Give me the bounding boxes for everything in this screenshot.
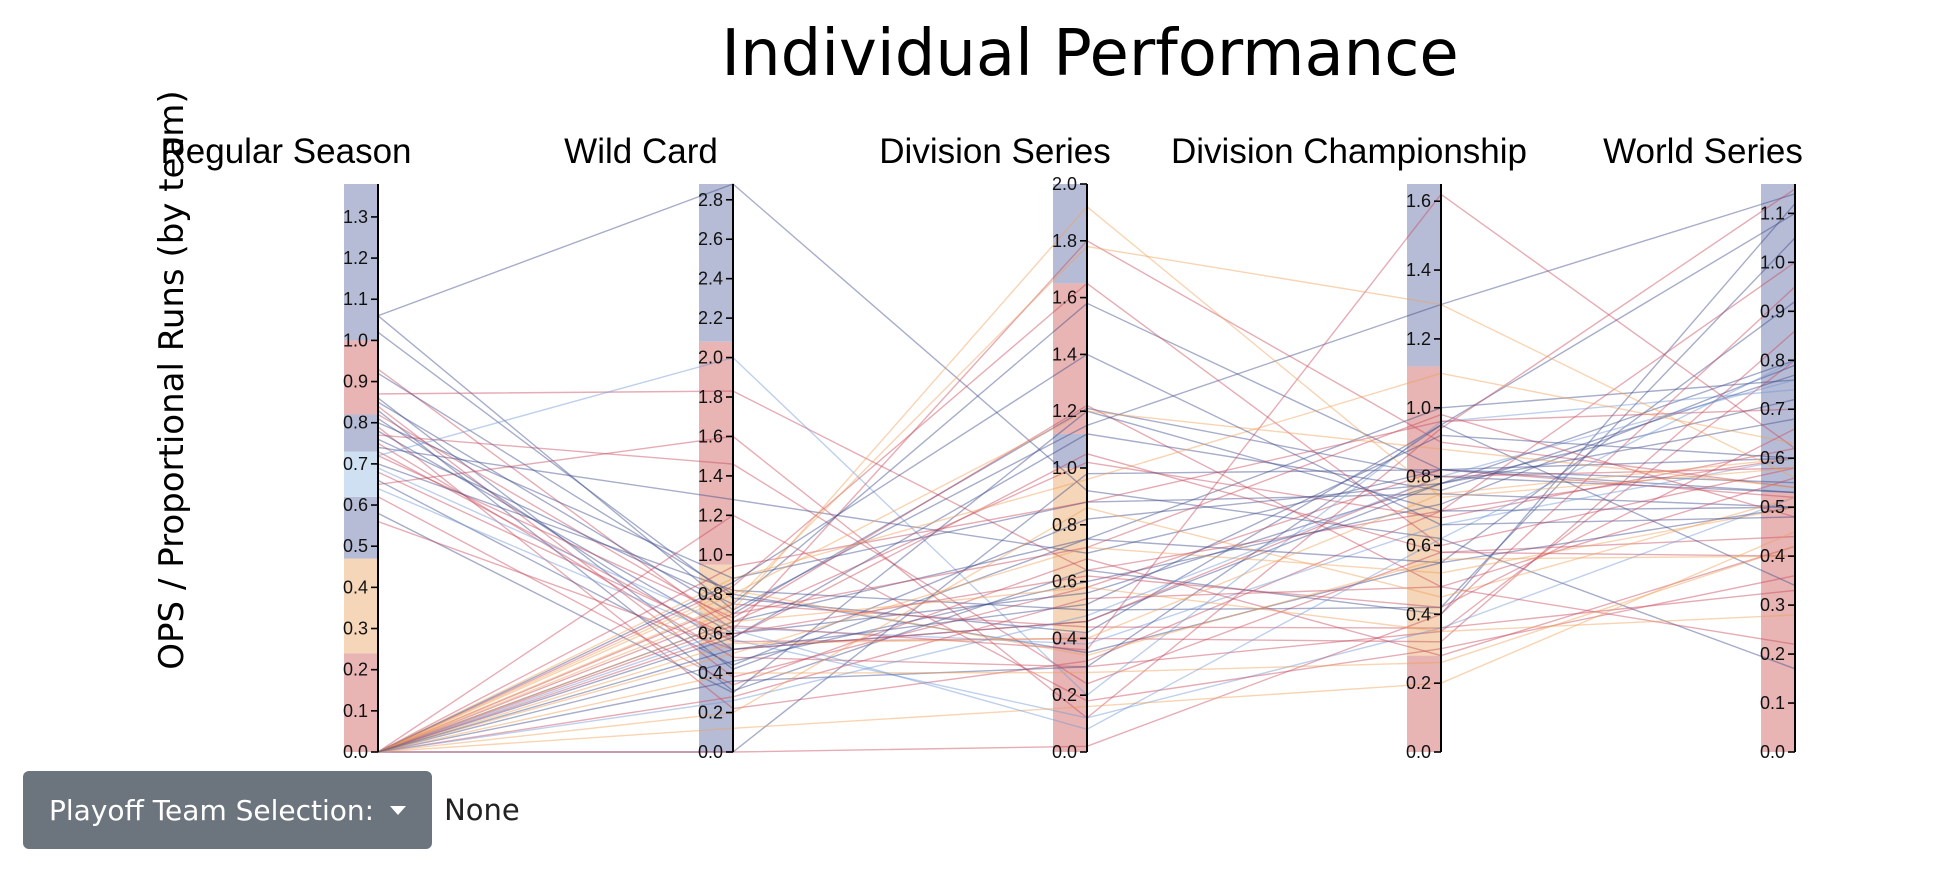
axis-band [1407, 366, 1441, 477]
tick-label: 0.8 [343, 413, 368, 433]
tick-label: 0.3 [1760, 595, 1785, 615]
parallel-coordinates-chart: Individual Performance OPS / Proportiona… [152, 17, 1803, 762]
tick-label: 0.4 [698, 663, 723, 683]
tick-label: 2.0 [1052, 174, 1077, 194]
tick-label: 1.0 [1406, 398, 1431, 418]
axis-band [1053, 468, 1087, 633]
axis-band [699, 184, 733, 342]
axis-band [1407, 184, 1441, 367]
axis-band [1053, 184, 1087, 284]
axis-band [1407, 476, 1441, 656]
axis-band [344, 558, 378, 654]
tick-label: 0.5 [343, 536, 368, 556]
tick-label: 0.3 [343, 619, 368, 639]
tick-label: 0.7 [1760, 399, 1785, 419]
tick-label: 0.8 [1052, 515, 1077, 535]
tick-label: 0.4 [1406, 604, 1431, 624]
tick-label: 1.0 [1760, 252, 1785, 272]
axis-band [1761, 184, 1795, 493]
axis-band [344, 451, 378, 497]
axis-band [1407, 655, 1441, 752]
axis-bands [344, 184, 1795, 752]
axis-title: Regular Season [161, 132, 412, 171]
tick-label: 0.8 [698, 584, 723, 604]
tick-label: 0.6 [698, 624, 723, 644]
axis-band [1053, 632, 1087, 752]
axis-band [1053, 283, 1087, 434]
tick-label: 1.6 [1052, 288, 1077, 308]
tick-label: 1.2 [343, 248, 368, 268]
playoff-team-dropdown-button[interactable]: Playoff Team Selection: [23, 771, 433, 849]
tick-label: 0.4 [1760, 546, 1785, 566]
axis-band [699, 564, 733, 644]
tick-label: 0.6 [1760, 448, 1785, 468]
caret-down-icon [390, 805, 407, 815]
axis-band [344, 414, 378, 452]
tick-label: 0.7 [343, 454, 368, 474]
tick-label: 1.3 [343, 207, 368, 227]
axis-band [699, 643, 733, 752]
tick-label: 2.4 [698, 269, 723, 289]
tick-label: 1.8 [1052, 231, 1077, 251]
tick-label: 0.0 [1406, 742, 1431, 762]
tick-label: 2.6 [698, 229, 723, 249]
axis-title: Division Championship [1171, 132, 1527, 171]
axis-band [344, 184, 378, 341]
tick-label: 1.2 [1052, 401, 1077, 421]
axis-title: Wild Card [564, 132, 718, 171]
tick-label: 2.8 [698, 190, 723, 210]
tick-label: 0.0 [343, 742, 368, 762]
axis-band [1761, 492, 1795, 752]
tick-label: 1.2 [1406, 329, 1431, 349]
tick-label: 0.8 [1406, 467, 1431, 487]
playoff-team-controls: Playoff Team Selection: None [23, 771, 520, 849]
tick-label: 0.6 [1406, 535, 1431, 555]
tick-label: 0.6 [1052, 572, 1077, 592]
axes: Regular Season 0.0 0.1 0.2 0.3 0.4 0.5 0.6 0.7 0.… [161, 132, 1803, 762]
axis-title: Division Series [879, 132, 1110, 171]
tick-label: 0.1 [343, 701, 368, 721]
tick-label: 0.5 [1760, 497, 1785, 517]
axis-band [1053, 433, 1087, 468]
tick-label: 2.2 [698, 308, 723, 328]
tick-label: 0.2 [698, 703, 723, 723]
tick-label: 0.9 [343, 372, 368, 392]
chart-title: Individual Performance [721, 17, 1459, 91]
tick-label: 2.0 [698, 348, 723, 368]
tick-label: 1.2 [698, 505, 723, 525]
tick-label: 0.6 [343, 495, 368, 515]
tick-label: 0.8 [1760, 350, 1785, 370]
tick-label: 1.0 [343, 330, 368, 350]
tick-label: 0.0 [1052, 742, 1077, 762]
tick-label: 1.4 [1406, 260, 1431, 280]
tick-label: 0.2 [1760, 644, 1785, 664]
tick-label: 1.8 [698, 387, 723, 407]
axis-band [344, 340, 378, 415]
tick-label: 1.1 [343, 289, 368, 309]
tick-label: 1.1 [1760, 203, 1785, 223]
tick-label: 0.4 [1052, 628, 1077, 648]
tick-label: 1.4 [698, 466, 723, 486]
selected-team-value: None [444, 793, 520, 827]
tick-label: 0.9 [1760, 301, 1785, 321]
tick-label: 0.2 [1406, 673, 1431, 693]
tick-label: 0.4 [343, 577, 368, 597]
axis-title: World Series [1603, 132, 1803, 171]
y-axis-title: OPS / Proportional Runs (by team) [152, 90, 192, 669]
tick-label: 1.6 [698, 426, 723, 446]
tick-label: 1.0 [698, 545, 723, 565]
dropdown-label: Playoff Team Selection: [49, 793, 375, 827]
tick-label: 0.1 [1760, 693, 1785, 713]
tick-label: 0.0 [1760, 742, 1785, 762]
tick-label: 1.6 [1406, 191, 1431, 211]
tick-label: 1.4 [1052, 344, 1077, 364]
tick-label: 0.2 [1052, 685, 1077, 705]
axis-band [699, 341, 733, 565]
axis-band [344, 496, 378, 559]
tick-label: 0.2 [343, 660, 368, 680]
tick-label: 1.0 [1052, 458, 1077, 478]
tick-label: 0.0 [698, 742, 723, 762]
